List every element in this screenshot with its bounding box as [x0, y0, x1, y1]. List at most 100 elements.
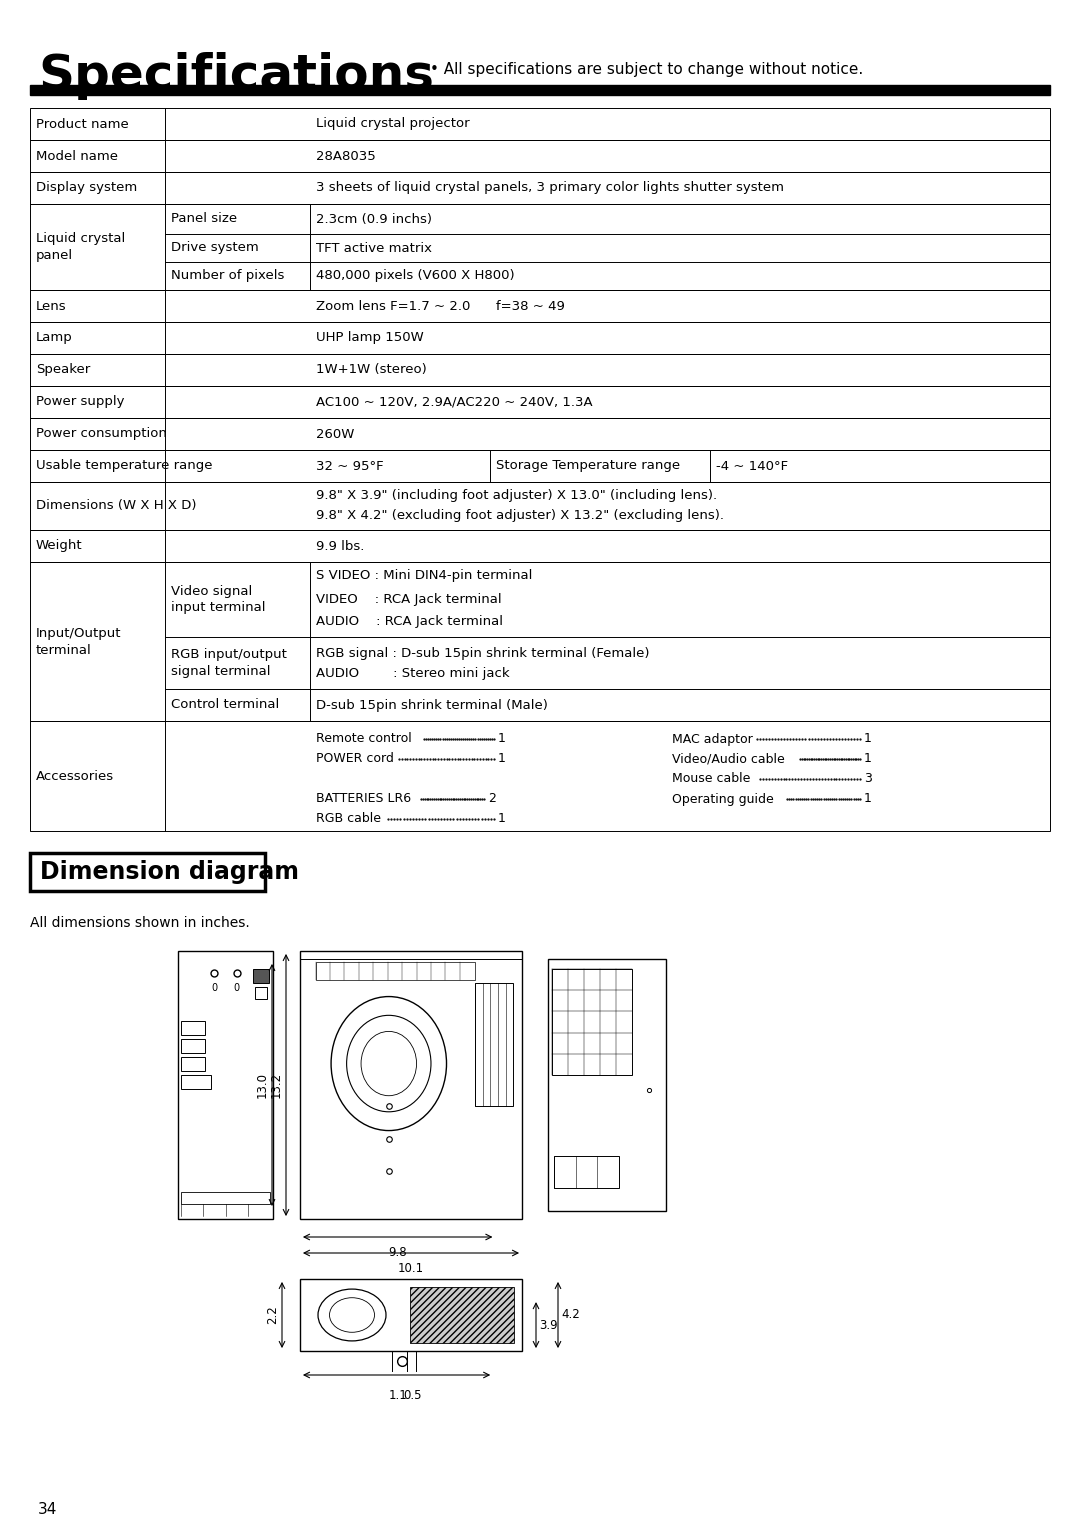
Text: 4.2: 4.2: [561, 1308, 580, 1322]
Bar: [410, 1287, 514, 1343]
Text: 1: 1: [864, 793, 872, 805]
Text: 1: 1: [498, 732, 505, 746]
Text: 0: 0: [211, 983, 217, 993]
Text: 1W+1W (stereo): 1W+1W (stereo): [316, 364, 427, 376]
Text: Liquid crystal projector: Liquid crystal projector: [316, 118, 470, 130]
Text: Speaker: Speaker: [36, 364, 91, 376]
Text: Input/Output
terminal: Input/Output terminal: [36, 626, 121, 657]
Text: Control terminal: Control terminal: [171, 698, 280, 712]
Text: Panel size: Panel size: [171, 212, 238, 226]
Bar: [255, 987, 267, 999]
Bar: [30, 141, 1050, 173]
Bar: [181, 1057, 205, 1071]
Bar: [30, 205, 1050, 290]
Bar: [30, 530, 1050, 562]
Text: Accessories: Accessories: [36, 770, 114, 782]
Bar: [181, 1076, 211, 1089]
Bar: [552, 969, 632, 1074]
Text: Remote control: Remote control: [316, 732, 411, 746]
Text: 3 sheets of liquid crystal panels, 3 primary color lights shutter system: 3 sheets of liquid crystal panels, 3 pri…: [316, 182, 784, 194]
Bar: [30, 721, 1050, 831]
Text: RGB cable: RGB cable: [316, 813, 381, 825]
Text: 1: 1: [498, 752, 505, 766]
Bar: [178, 950, 273, 1219]
Bar: [30, 354, 1050, 387]
Text: Product name: Product name: [36, 118, 129, 130]
Text: 13.2: 13.2: [270, 1073, 283, 1099]
Text: VIDEO    : RCA Jack terminal: VIDEO : RCA Jack terminal: [316, 593, 501, 605]
Text: TFT active matrix: TFT active matrix: [316, 241, 432, 255]
Bar: [30, 108, 1050, 141]
Text: 2.2: 2.2: [266, 1305, 279, 1325]
Text: 9.8" X 3.9" (including foot adjuster) X 13.0" (including lens).: 9.8" X 3.9" (including foot adjuster) X …: [316, 489, 717, 503]
Bar: [554, 1155, 619, 1189]
Bar: [30, 387, 1050, 419]
Bar: [30, 481, 1050, 530]
Text: Lens: Lens: [36, 299, 67, 313]
Bar: [300, 1279, 522, 1351]
Text: -4 ~ 140°F: -4 ~ 140°F: [716, 460, 788, 472]
Text: Weight: Weight: [36, 539, 83, 553]
Bar: [181, 1021, 205, 1034]
Text: 28A8035: 28A8035: [316, 150, 376, 162]
Text: Video/Audio cable: Video/Audio cable: [672, 752, 785, 766]
Text: Mouse cable: Mouse cable: [672, 773, 751, 785]
Text: S VIDEO : Mini DIN4-pin terminal: S VIDEO : Mini DIN4-pin terminal: [316, 570, 532, 582]
Text: BATTERIES LR6: BATTERIES LR6: [316, 793, 411, 805]
Bar: [315, 961, 475, 981]
Bar: [253, 969, 269, 983]
Text: UHP lamp 150W: UHP lamp 150W: [316, 332, 423, 344]
Bar: [30, 290, 1050, 322]
Text: D-sub 15pin shrink terminal (Male): D-sub 15pin shrink terminal (Male): [316, 698, 548, 712]
Text: AUDIO        : Stereo mini jack: AUDIO : Stereo mini jack: [316, 666, 510, 680]
Text: Operating guide: Operating guide: [672, 793, 773, 805]
Text: Number of pixels: Number of pixels: [171, 269, 284, 283]
Bar: [30, 86, 1050, 95]
Text: 32 ~ 95°F: 32 ~ 95°F: [316, 460, 383, 472]
Text: Power consumption: Power consumption: [36, 428, 167, 440]
Bar: [30, 419, 1050, 451]
Bar: [181, 1192, 270, 1204]
Text: RGB input/output
signal terminal: RGB input/output signal terminal: [171, 648, 287, 678]
Bar: [475, 983, 513, 1106]
Text: Lamp: Lamp: [36, 332, 72, 344]
Text: 9.8: 9.8: [389, 1245, 407, 1259]
Text: 10.1: 10.1: [397, 1262, 424, 1274]
Bar: [181, 1039, 205, 1053]
Text: Video signal
input terminal: Video signal input terminal: [171, 585, 266, 614]
Text: POWER cord: POWER cord: [316, 752, 394, 766]
Text: Display system: Display system: [36, 182, 137, 194]
Text: Liquid crystal
panel: Liquid crystal panel: [36, 232, 125, 261]
Text: 480,000 pixels (V600 X H800): 480,000 pixels (V600 X H800): [316, 269, 515, 283]
Text: Model name: Model name: [36, 150, 118, 162]
Text: Storage Temperature range: Storage Temperature range: [496, 460, 680, 472]
Text: 3: 3: [864, 773, 872, 785]
Text: All dimensions shown in inches.: All dimensions shown in inches.: [30, 915, 249, 931]
Text: AC100 ~ 120V, 2.9A/AC220 ~ 240V, 1.3A: AC100 ~ 120V, 2.9A/AC220 ~ 240V, 1.3A: [316, 396, 593, 408]
Text: Power supply: Power supply: [36, 396, 124, 408]
Text: Drive system: Drive system: [171, 241, 259, 255]
Text: 13.0: 13.0: [256, 1073, 269, 1099]
Text: 0.5: 0.5: [403, 1389, 421, 1403]
Text: MAC adaptor: MAC adaptor: [672, 732, 753, 746]
Text: 2.3cm (0.9 inchs): 2.3cm (0.9 inchs): [316, 212, 432, 226]
Text: 3.9: 3.9: [539, 1319, 557, 1331]
Text: 9.8" X 4.2" (excluding foot adjuster) X 13.2" (excluding lens).: 9.8" X 4.2" (excluding foot adjuster) X …: [316, 509, 724, 523]
Text: • All specifications are subject to change without notice.: • All specifications are subject to chan…: [430, 63, 863, 76]
Text: Dimensions (W X H X D): Dimensions (W X H X D): [36, 500, 197, 512]
Text: 1: 1: [864, 732, 872, 746]
Text: Dimension diagram: Dimension diagram: [40, 860, 299, 885]
Text: 2: 2: [488, 793, 496, 805]
Text: 1: 1: [498, 813, 505, 825]
Text: Usable temperature range: Usable temperature range: [36, 460, 213, 472]
Bar: [300, 950, 522, 1219]
Text: 1.1: 1.1: [389, 1389, 407, 1403]
Bar: [30, 451, 1050, 481]
Text: 34: 34: [38, 1502, 57, 1517]
Text: RGB signal : D-sub 15pin shrink terminal (Female): RGB signal : D-sub 15pin shrink terminal…: [316, 646, 649, 660]
Text: Specifications: Specifications: [38, 52, 434, 99]
Bar: [30, 562, 1050, 721]
Text: Zoom lens F=1.7 ~ 2.0      f=38 ~ 49: Zoom lens F=1.7 ~ 2.0 f=38 ~ 49: [316, 299, 565, 313]
Text: 0: 0: [234, 983, 240, 993]
Bar: [30, 853, 265, 891]
